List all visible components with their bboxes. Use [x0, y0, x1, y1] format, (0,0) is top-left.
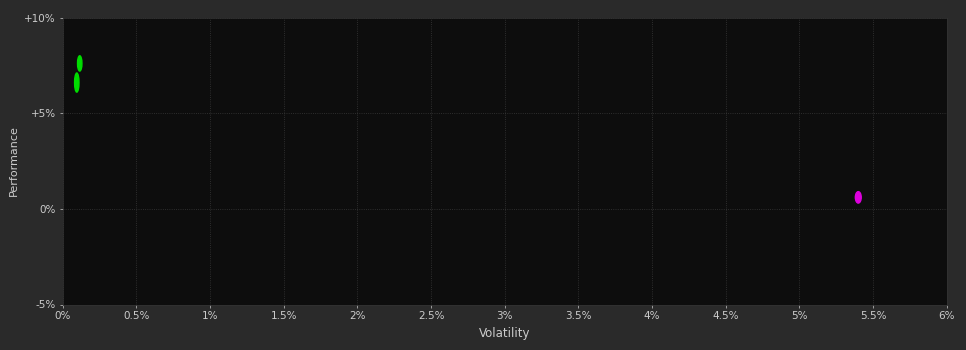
- X-axis label: Volatility: Volatility: [479, 327, 530, 340]
- Ellipse shape: [74, 73, 79, 92]
- Ellipse shape: [855, 191, 862, 203]
- Y-axis label: Performance: Performance: [9, 126, 18, 196]
- Ellipse shape: [77, 56, 82, 71]
